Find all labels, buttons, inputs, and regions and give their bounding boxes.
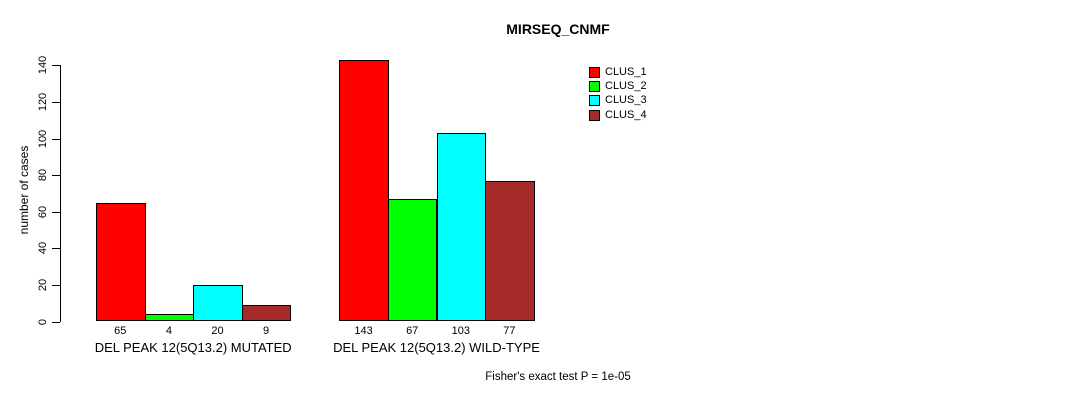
bar-clus_1-group1 [96,202,146,322]
bar-clus_2-group2 [387,198,438,322]
y-tick-label: 60 [37,205,49,218]
legend-label: CLUS_1 [605,65,647,78]
bar-value-label: 143 [354,324,373,337]
bar-value-label: 77 [503,324,516,337]
y-tick-mark [52,175,60,177]
legend-label: CLUS_2 [605,80,647,93]
legend-label: CLUS_4 [605,108,647,121]
bar-clus_2-group1 [144,314,195,322]
y-tick-label: 120 [37,92,49,112]
y-tick-mark [52,248,60,250]
legend-swatch-clus_3 [589,95,600,107]
bar-value-label: 67 [406,324,419,337]
legend: CLUS_1 CLUS_2 CLUS_3 CLUS_4 [589,65,647,123]
legend-swatch-clus_2 [589,81,600,93]
y-tick-mark [52,211,60,213]
bar-value-label: 65 [114,324,127,337]
legend-item: CLUS_1 [589,65,647,79]
y-tick-mark [52,284,60,286]
legend-item: CLUS_4 [589,108,647,122]
bar-clus_3-group1 [193,284,243,322]
y-tick-mark [52,138,60,140]
bar-value-label: 20 [211,324,224,337]
y-tick-label: 80 [37,169,49,182]
bar-value-label: 4 [165,324,172,337]
x-group-label: DEL PEAK 12(5Q13.2) MUTATED [94,339,292,355]
legend-item: CLUS_3 [589,94,647,108]
y-tick-mark [52,321,60,323]
y-tick-label: 100 [37,129,49,148]
legend-item: CLUS_2 [589,79,647,93]
y-tick-mark [52,102,60,104]
legend-label: CLUS_3 [605,94,647,107]
bar-clus_4-group1 [241,305,292,322]
bar-value-label: 103 [451,324,470,337]
bar-value-label: 9 [263,324,270,337]
y-axis-line [60,65,61,323]
x-group-label: DEL PEAK 12(5Q13.2) WILD-TYPE [333,339,540,355]
y-tick-mark [52,65,60,67]
bar-clus_1-group2 [339,60,389,322]
chart-title: MIRSEQ_CNMF [506,21,610,37]
y-tick-label: 140 [37,56,49,75]
legend-swatch-clus_4 [589,109,600,121]
bar-clus_3-group2 [436,133,487,322]
bar-clus_4-group2 [485,180,535,322]
legend-swatch-clus_1 [589,66,600,78]
annotation-text: Fisher's exact test P = 1e-05 [485,371,631,383]
y-tick-label: 0 [37,318,49,325]
y-axis-title: number of cases [17,145,31,235]
y-tick-label: 20 [37,278,49,292]
y-tick-label: 40 [37,242,49,255]
